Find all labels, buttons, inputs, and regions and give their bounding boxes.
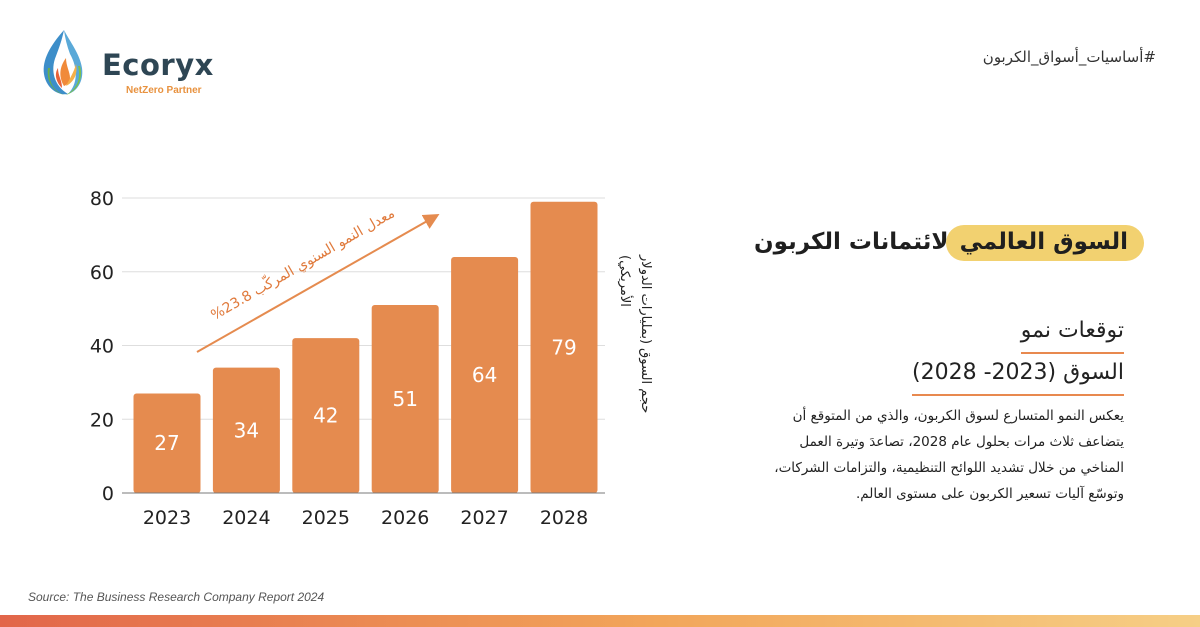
hashtag: #أساسيات_أسواق_الكربون	[982, 48, 1156, 66]
x-tick-label: 2025	[302, 507, 350, 529]
cagr-annotation: معدل النمو السنوي المركّب 23.8%	[207, 203, 397, 324]
bar-2024	[212, 367, 280, 493]
x-axis-ticks: 2023 2024 2025 2026 2027 2028	[143, 507, 588, 529]
y-tick-label: 80	[90, 188, 114, 210]
bar-value-label: 27	[154, 431, 179, 455]
bar-2025	[292, 338, 360, 493]
x-tick-label: 2028	[540, 507, 588, 529]
headline-rest: لائتمانات الكربون	[754, 229, 949, 255]
bar-value-label: 34	[234, 418, 259, 442]
bar-2028	[530, 201, 598, 493]
subtitle-line-1: توقعات نمو	[1020, 312, 1124, 354]
growth-arrow	[196, 214, 440, 353]
headline: السوق العالمي لائتمانات الكربون	[754, 225, 1144, 271]
y-axis-ticks: 0 20 40 60 80	[90, 188, 114, 505]
bar-value-label: 64	[472, 363, 497, 387]
bar-2027	[451, 257, 519, 493]
chart-grid	[122, 197, 605, 420]
source-note: Source: The Business Research Company Re…	[28, 590, 325, 604]
x-tick-label: 2026	[381, 507, 429, 529]
y-tick-label: 60	[90, 262, 114, 284]
brand-tagline: NetZero Partner	[126, 85, 202, 96]
bar-value-label: 42	[313, 404, 338, 428]
leaf-flame-logo-icon	[43, 30, 83, 95]
brand-logo: Ecoryx NetZero Partner	[40, 28, 220, 100]
headline-highlight: السوق العالمي	[945, 225, 1144, 261]
x-tick-label: 2024	[222, 507, 270, 529]
subtitle-line-2: السوق (2023- 2028)	[912, 354, 1124, 396]
bottom-gradient-bar	[0, 615, 1200, 627]
y-axis-label: حجم السوق (بمليارات الدولار الأمريكي)	[617, 255, 653, 414]
bar-value-label: 79	[551, 335, 576, 359]
y-tick-label: 20	[90, 409, 114, 431]
bar-2026	[371, 304, 439, 493]
description-paragraph: يعكس النمو المتسارع لسوق الكربون، والذي …	[774, 408, 1124, 502]
brand-name: Ecoryx	[102, 48, 214, 82]
y-tick-label: 0	[102, 483, 114, 505]
bar-value-label: 51	[392, 387, 417, 411]
x-tick-label: 2023	[143, 507, 191, 529]
y-tick-label: 40	[90, 336, 114, 358]
bars: 27 34 42 51 64 79	[133, 201, 598, 493]
x-tick-label: 2027	[460, 507, 508, 529]
subtitle: توقعات نمو السوق (2023- 2028)	[804, 312, 1124, 396]
bar-2023	[133, 393, 201, 493]
